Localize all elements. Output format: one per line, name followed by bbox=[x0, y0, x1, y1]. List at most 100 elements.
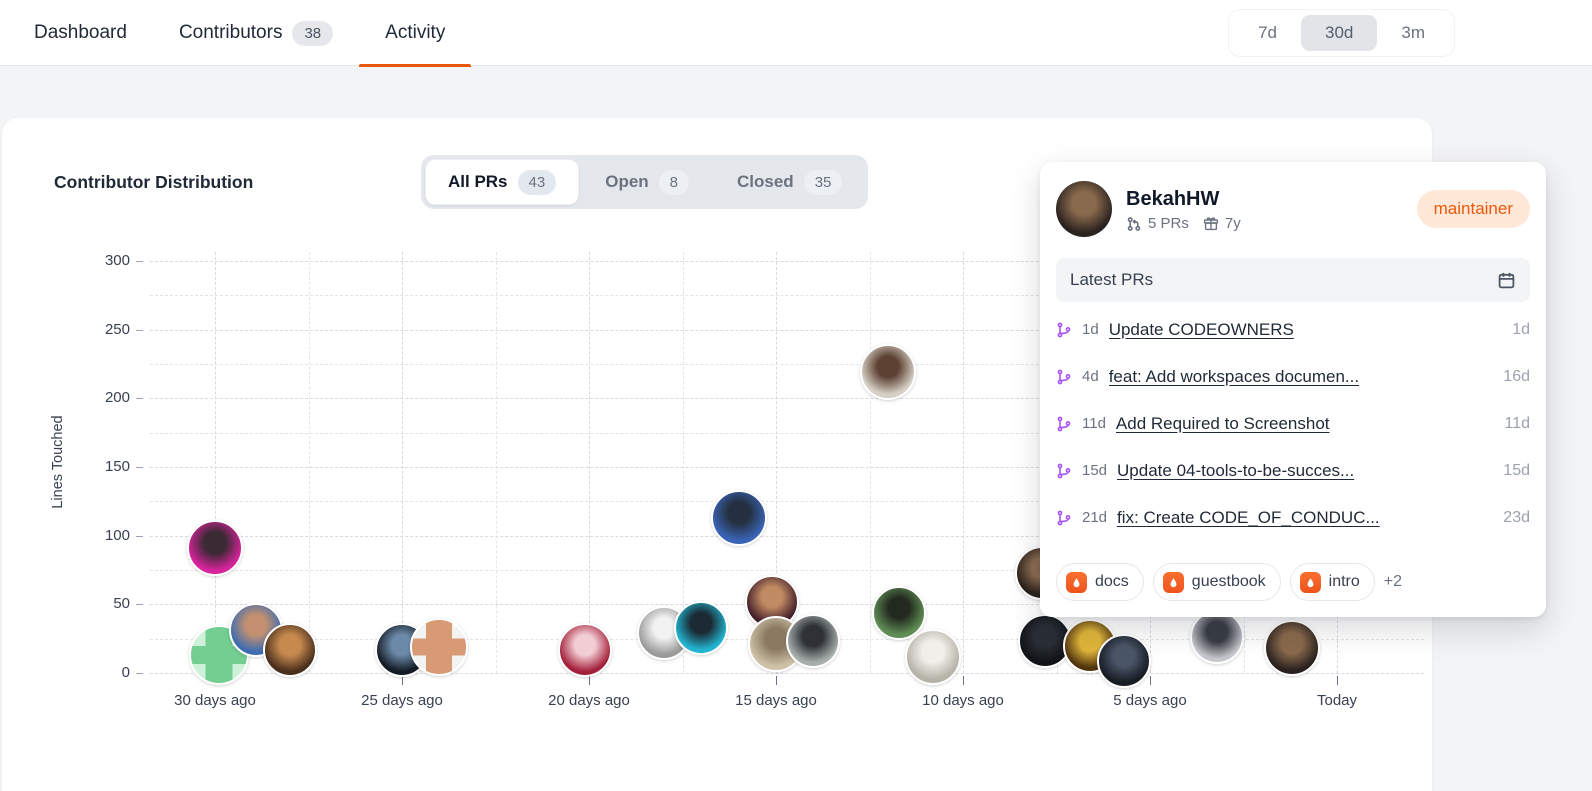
more-repos-label[interactable]: +2 bbox=[1383, 573, 1403, 590]
filter-label: All PRs bbox=[448, 172, 508, 191]
role-badge: maintainer bbox=[1416, 190, 1530, 228]
git-pull-request-icon bbox=[1126, 216, 1142, 232]
pr-link[interactable]: feat: Add workspaces documen... bbox=[1108, 366, 1360, 386]
contributor-identity: BekahHW 5 PRs bbox=[1126, 186, 1241, 232]
latest-prs-header: Latest PRs bbox=[1056, 258, 1530, 302]
contributor-avatar[interactable] bbox=[1096, 633, 1151, 688]
gridline-vertical bbox=[215, 252, 216, 673]
contributor-avatar[interactable] bbox=[786, 614, 841, 669]
tab-label: Contributors bbox=[178, 22, 283, 43]
opensauced-logo-icon bbox=[1299, 571, 1321, 593]
gridline-vertical-minor bbox=[308, 252, 310, 673]
contributor-avatar[interactable] bbox=[262, 622, 317, 677]
tab-label: Activity bbox=[385, 22, 446, 43]
contributor-avatar[interactable] bbox=[710, 489, 767, 546]
y-axis-tick-mark bbox=[136, 535, 143, 537]
git-merge-icon bbox=[1056, 369, 1072, 385]
contributor-avatar[interactable] bbox=[872, 585, 927, 640]
git-merge-icon bbox=[1056, 416, 1072, 432]
repo-tag-intro[interactable]: intro bbox=[1289, 563, 1375, 601]
gridline-horizontal bbox=[150, 398, 1424, 400]
time-range-selector: 7d 30d 3m bbox=[1228, 9, 1455, 57]
gift-icon bbox=[1203, 216, 1219, 232]
range-option-3m[interactable]: 3m bbox=[1377, 15, 1449, 51]
x-axis-tick-mark bbox=[402, 676, 403, 685]
filter-count-badge: 43 bbox=[517, 169, 557, 195]
x-axis-tick-label: 25 days ago bbox=[361, 692, 443, 709]
pr-link[interactable]: Update 04-tools-to-be-succes... bbox=[1117, 460, 1355, 480]
gridline-vertical-minor bbox=[869, 252, 871, 673]
y-axis-tick-label: 300 bbox=[104, 252, 130, 269]
x-axis-tick-label: 30 days ago bbox=[174, 692, 256, 709]
contributor-avatar[interactable] bbox=[187, 520, 243, 577]
y-axis-tick-mark bbox=[136, 467, 143, 468]
gridline-vertical bbox=[963, 252, 964, 673]
contributor-avatar[interactable] bbox=[1264, 620, 1321, 677]
y-axis-title: Lines Touched bbox=[50, 415, 66, 509]
y-axis-tick-label: 50 bbox=[113, 595, 130, 613]
x-axis-tick-label: 10 days ago bbox=[922, 692, 1004, 709]
x-axis-tick-mark bbox=[1337, 676, 1338, 685]
git-merge-icon bbox=[1056, 463, 1072, 479]
filter-count-badge: 35 bbox=[803, 169, 843, 195]
contributor-avatar[interactable] bbox=[860, 344, 917, 401]
y-axis-tick-label: 150 bbox=[104, 458, 130, 475]
x-axis-tick-mark bbox=[776, 676, 777, 685]
x-axis-tick-label: 20 days ago bbox=[548, 692, 630, 709]
gridline-vertical-minor bbox=[682, 252, 684, 673]
filter-tab-closed[interactable]: Closed 35 bbox=[715, 159, 864, 205]
gridline-horizontal bbox=[150, 261, 1424, 262]
tab-label: Dashboard bbox=[34, 22, 127, 43]
repo-tags-row: docs guestbook intro +2 bbox=[1056, 563, 1402, 601]
contributor-avatar[interactable] bbox=[558, 622, 613, 677]
gridline-horizontal bbox=[150, 535, 1424, 537]
y-axis-tick-label: 200 bbox=[104, 389, 130, 407]
calendar-icon[interactable] bbox=[1497, 271, 1516, 290]
y-axis-tick-label: 100 bbox=[104, 526, 130, 544]
pr-link[interactable]: Add Required to Screenshot bbox=[1115, 413, 1330, 433]
y-axis-tick-mark bbox=[136, 329, 143, 331]
filter-label: Open bbox=[605, 172, 649, 191]
contributor-name: BekahHW bbox=[1126, 188, 1220, 210]
repo-tag-docs[interactable]: docs bbox=[1056, 563, 1144, 601]
contributor-avatar[interactable] bbox=[1190, 610, 1245, 665]
gridline-horizontal bbox=[150, 570, 1424, 571]
y-axis-tick-mark bbox=[136, 673, 143, 674]
filter-tab-all-prs[interactable]: All PRs 43 bbox=[425, 159, 580, 205]
filter-tab-open[interactable]: Open 8 bbox=[583, 159, 711, 205]
x-axis-tick-mark bbox=[963, 676, 964, 685]
opensauced-logo-icon bbox=[1162, 571, 1184, 593]
filter-count-badge: 8 bbox=[658, 169, 690, 195]
tab-dashboard[interactable]: Dashboard bbox=[8, 0, 153, 66]
latest-prs-title: Latest PRs bbox=[1070, 270, 1154, 289]
git-merge-icon bbox=[1056, 322, 1072, 338]
contributor-avatar[interactable] bbox=[674, 600, 729, 655]
pr-link[interactable]: Update CODEOWNERS bbox=[1108, 319, 1294, 339]
git-merge-icon bbox=[1056, 510, 1072, 526]
latest-prs-list: 1d Update CODEOWNERS 1d 4d feat: Add wor… bbox=[1056, 306, 1530, 541]
contributor-avatar[interactable] bbox=[905, 628, 962, 685]
contributor-avatar-large[interactable] bbox=[1056, 181, 1112, 237]
contributor-avatar[interactable] bbox=[410, 617, 469, 676]
tab-contributors[interactable]: Contributors 38 bbox=[153, 0, 359, 66]
repo-tag-guestbook[interactable]: guestbook bbox=[1152, 563, 1281, 601]
gridline-horizontal bbox=[150, 364, 1424, 365]
y-axis-tick-mark bbox=[136, 398, 143, 400]
range-option-30d[interactable]: 30d bbox=[1301, 15, 1378, 51]
active-tab-underline bbox=[359, 64, 472, 67]
x-axis-tick-mark bbox=[589, 676, 590, 685]
pr-row: 4d feat: Add workspaces documen... 16d bbox=[1056, 353, 1530, 400]
tenure-stat: 7y bbox=[1203, 215, 1241, 232]
contributors-count-badge: 38 bbox=[292, 20, 334, 46]
range-option-7d[interactable]: 7d bbox=[1234, 15, 1301, 51]
gridline-horizontal bbox=[150, 432, 1424, 434]
gridline-horizontal bbox=[150, 295, 1424, 297]
tab-activity[interactable]: Activity bbox=[359, 0, 472, 67]
pr-link[interactable]: fix: Create CODE_OF_CONDUC... bbox=[1117, 507, 1380, 527]
filter-label: Closed bbox=[737, 172, 794, 191]
x-axis-tick-mark bbox=[1150, 676, 1151, 685]
gridline-vertical-minor bbox=[495, 252, 497, 673]
y-axis-tick-label: 250 bbox=[104, 320, 130, 338]
contributor-hover-card: BekahHW 5 PRs bbox=[1040, 162, 1546, 617]
